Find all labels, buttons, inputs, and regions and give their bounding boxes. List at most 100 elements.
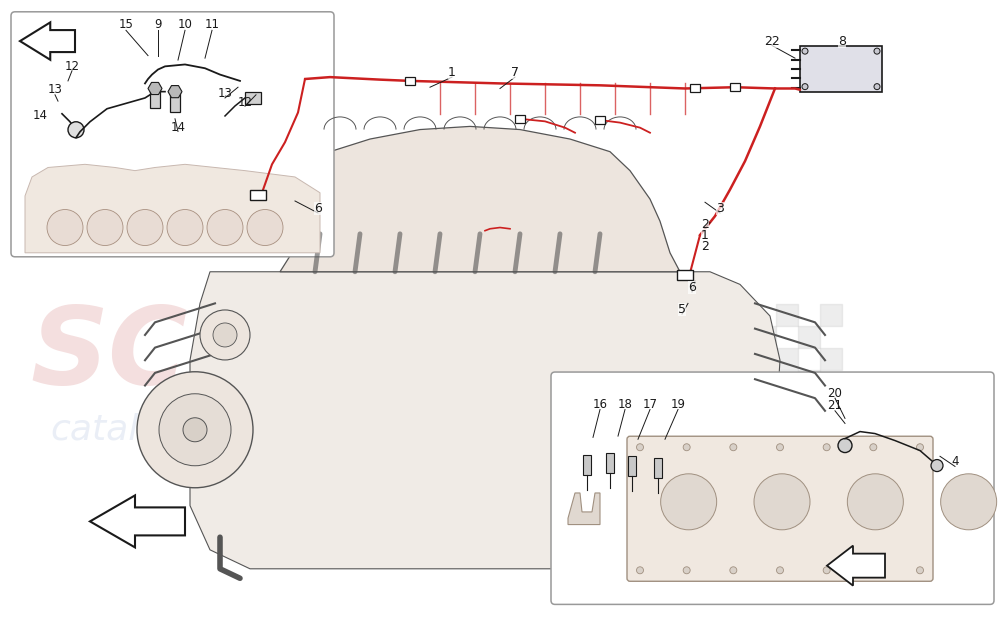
Circle shape: [637, 444, 644, 451]
Bar: [800, 46, 882, 92]
Circle shape: [661, 474, 717, 530]
Bar: [798, 326, 820, 348]
Bar: [654, 458, 662, 478]
Circle shape: [730, 567, 737, 574]
Text: 8: 8: [838, 35, 846, 47]
Bar: [754, 458, 776, 480]
Bar: [250, 190, 266, 200]
Circle shape: [247, 210, 283, 245]
FancyBboxPatch shape: [627, 436, 933, 581]
Bar: [710, 458, 732, 480]
Bar: [776, 436, 798, 458]
Text: 2: 2: [701, 240, 709, 253]
Bar: [150, 88, 160, 109]
Circle shape: [200, 310, 250, 360]
Text: 17: 17: [642, 398, 658, 411]
Text: 13: 13: [218, 87, 232, 100]
Polygon shape: [25, 164, 320, 253]
Text: 18: 18: [618, 398, 632, 411]
Circle shape: [802, 48, 808, 54]
Bar: [170, 92, 180, 112]
Bar: [583, 454, 591, 475]
Circle shape: [183, 418, 207, 442]
Polygon shape: [280, 126, 680, 272]
Bar: [820, 348, 842, 370]
Polygon shape: [148, 82, 162, 95]
Bar: [730, 83, 740, 91]
FancyBboxPatch shape: [11, 12, 334, 257]
Text: 11: 11: [205, 18, 220, 30]
Bar: [677, 270, 693, 280]
Circle shape: [159, 394, 231, 466]
Bar: [606, 453, 614, 473]
Circle shape: [874, 83, 880, 90]
Text: 22: 22: [764, 35, 780, 47]
Circle shape: [823, 444, 830, 451]
Bar: [798, 415, 820, 436]
Circle shape: [776, 444, 784, 451]
Bar: [754, 326, 776, 348]
Bar: [798, 458, 820, 480]
Bar: [710, 326, 732, 348]
FancyBboxPatch shape: [551, 372, 994, 604]
Bar: [732, 392, 754, 415]
Bar: [776, 348, 798, 370]
Text: 13: 13: [48, 83, 62, 96]
Text: SCUDERIA: SCUDERIA: [30, 301, 647, 407]
Bar: [690, 85, 700, 92]
Text: 15: 15: [119, 18, 133, 30]
Circle shape: [776, 567, 784, 574]
Circle shape: [637, 567, 644, 574]
Circle shape: [931, 459, 943, 471]
Circle shape: [870, 444, 877, 451]
Circle shape: [870, 567, 877, 574]
Bar: [595, 116, 605, 124]
Circle shape: [754, 474, 810, 530]
Bar: [628, 456, 636, 477]
Circle shape: [874, 48, 880, 54]
Bar: [732, 305, 754, 326]
Circle shape: [213, 323, 237, 347]
Text: 1: 1: [701, 229, 709, 241]
Text: 7: 7: [511, 66, 519, 78]
Text: 12: 12: [238, 96, 252, 109]
Polygon shape: [190, 272, 780, 569]
Text: 20: 20: [828, 387, 842, 399]
Circle shape: [823, 567, 830, 574]
Bar: [820, 305, 842, 326]
Circle shape: [838, 439, 852, 453]
Bar: [732, 348, 754, 370]
Polygon shape: [568, 493, 600, 525]
Circle shape: [47, 210, 83, 245]
Circle shape: [916, 567, 924, 574]
Circle shape: [683, 444, 690, 451]
Circle shape: [941, 474, 997, 530]
Bar: [820, 436, 842, 458]
Bar: [776, 305, 798, 326]
Text: 4: 4: [951, 455, 959, 468]
Text: 6: 6: [314, 202, 322, 215]
Circle shape: [68, 122, 84, 138]
Text: 14: 14: [170, 121, 186, 134]
Circle shape: [87, 210, 123, 245]
Bar: [776, 392, 798, 415]
Circle shape: [137, 372, 253, 488]
Text: 5: 5: [678, 303, 686, 316]
Bar: [754, 370, 776, 392]
Circle shape: [207, 210, 243, 245]
Bar: [732, 436, 754, 458]
Circle shape: [167, 210, 203, 245]
Circle shape: [847, 474, 903, 530]
Circle shape: [802, 83, 808, 90]
Polygon shape: [90, 495, 185, 547]
Polygon shape: [20, 22, 75, 60]
Circle shape: [730, 444, 737, 451]
Bar: [820, 392, 842, 415]
Bar: [754, 415, 776, 436]
Text: 9: 9: [154, 18, 162, 30]
Text: 1: 1: [448, 66, 456, 78]
Bar: [245, 92, 261, 104]
Bar: [710, 370, 732, 392]
Bar: [710, 415, 732, 436]
Text: 3: 3: [716, 202, 724, 215]
